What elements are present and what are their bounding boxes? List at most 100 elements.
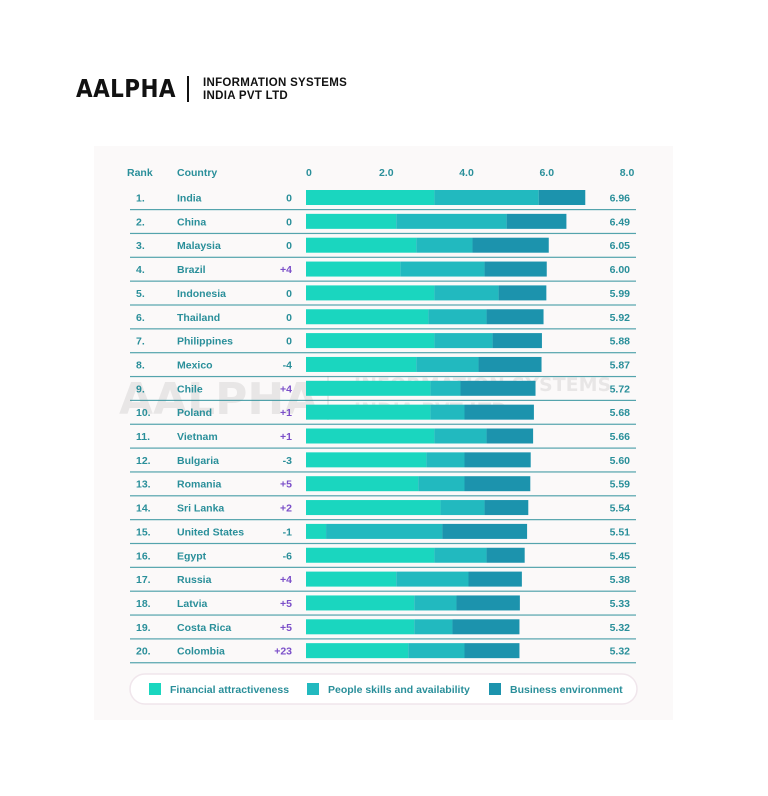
table-row: 8. Mexico -4 5.87: [130, 356, 636, 378]
bar-segment-business: [456, 595, 520, 611]
bar-segment-financial: [306, 595, 415, 611]
row-divider: [130, 471, 636, 473]
bar-segment-people: [418, 476, 465, 492]
bar-segment-people: [408, 643, 465, 659]
bar-segment-business: [468, 571, 522, 587]
total-score-label: 5.68: [610, 407, 631, 419]
rank-label: 5.: [136, 288, 145, 300]
bar-segment-people: [440, 500, 485, 516]
x-tick-label: 4.0: [459, 167, 474, 179]
bar-segment-people: [434, 285, 499, 301]
bar-segment-people: [396, 571, 469, 587]
rank-change-label: -1: [283, 526, 292, 538]
bar-segment-financial: [306, 547, 435, 563]
row-divider: [130, 566, 636, 568]
x-tick-label: 0: [306, 167, 312, 179]
rank-label: 18.: [136, 598, 151, 610]
bar-segment-financial: [306, 452, 427, 468]
bar-segment-business: [486, 309, 544, 325]
rank-label: 6.: [136, 312, 145, 324]
rank-change-label: +4: [280, 574, 292, 586]
row-divider: [130, 280, 636, 282]
bar-segment-financial: [306, 500, 441, 516]
total-score-label: 5.33: [610, 598, 631, 610]
bar-segment-financial: [306, 523, 327, 539]
country-label: India: [177, 193, 202, 205]
bar-segment-business: [484, 261, 547, 277]
total-score-label: 5.32: [610, 646, 631, 658]
rank-label: 2.: [136, 216, 145, 228]
bar-segment-financial: [306, 643, 409, 659]
logo-subtitle-line2: INDIA PVT LTD: [203, 90, 289, 102]
rank-change-label: +5: [280, 622, 292, 634]
table-row: 3. Malaysia 0 6.05: [130, 237, 636, 258]
bar-segment-financial: [306, 380, 431, 396]
bar-segment-financial: [306, 619, 415, 635]
rank-label: 14.: [136, 503, 151, 515]
total-score-label: 5.38: [610, 574, 631, 586]
table-row: 18. Latvia +5 5.33: [130, 595, 636, 616]
total-score-label: 6.49: [610, 216, 631, 228]
bar-segment-business: [442, 523, 528, 539]
country-label: Brazil: [177, 264, 206, 276]
rank-change-label: 0: [286, 240, 292, 252]
rank-change-label: +5: [280, 479, 292, 491]
bar-segment-business: [464, 452, 531, 468]
total-score-label: 5.54: [610, 503, 631, 515]
bar-segment-financial: [306, 404, 431, 420]
legend-swatch-financial: [149, 683, 161, 695]
total-score-label: 5.99: [610, 288, 631, 300]
rank-change-label: +23: [274, 646, 292, 658]
table-row: 10. Poland +1 5.68: [130, 404, 636, 425]
rank-label: 7.: [136, 336, 145, 348]
country-label: Malaysia: [177, 240, 221, 252]
logo-subtitle-line1: INFORMATION SYSTEMS: [203, 77, 348, 89]
bar-segment-financial: [306, 428, 435, 444]
chart-card: AALPHA INFORMATION SYSTEMS INDIA PVT LTD…: [94, 146, 673, 720]
table-row: 5. Indonesia 0 5.99: [130, 285, 636, 306]
bar-segment-business: [464, 404, 534, 420]
total-score-label: 5.66: [610, 431, 631, 443]
country-label: Costa Rica: [177, 622, 231, 634]
table-row: 16. Egypt -6 5.45: [130, 547, 636, 568]
table-row: 7. Philippines 0 5.88: [130, 333, 636, 354]
table-row: 17. Russia +4 5.38: [130, 571, 636, 592]
legend-swatch-business: [489, 683, 501, 695]
country-label: Egypt: [177, 550, 207, 562]
rank-change-label: +5: [280, 598, 292, 610]
bar-segment-people: [434, 333, 493, 349]
rank-change-label: 0: [286, 193, 292, 205]
row-divider: [130, 638, 636, 640]
row-divider: [130, 614, 636, 616]
bar-segment-financial: [306, 285, 435, 301]
row-divider: [130, 519, 636, 521]
rank-change-label: 0: [286, 216, 292, 228]
country-label: Mexico: [177, 359, 213, 371]
bar-segment-financial: [306, 261, 401, 277]
bar-segment-financial: [306, 213, 397, 229]
table-row: 14. Sri Lanka +2 5.54: [130, 500, 636, 521]
row-divider: [130, 590, 636, 592]
total-score-label: 5.32: [610, 622, 631, 634]
ranking-chart: AALPHA INFORMATION SYSTEMS INDIA PVT LTD…: [119, 167, 638, 705]
bar-segment-people: [414, 595, 457, 611]
bar-segment-business: [486, 428, 534, 444]
bar-segment-business: [452, 619, 520, 635]
bar-segment-business: [464, 476, 531, 492]
row-divider: [130, 447, 636, 449]
bar-segment-business: [538, 190, 586, 205]
bar-segment-business: [464, 643, 520, 659]
total-score-label: 5.45: [610, 550, 631, 562]
total-score-label: 5.92: [610, 312, 631, 324]
total-score-label: 5.59: [610, 479, 631, 491]
table-row: 4. Brazil +4 6.00: [130, 261, 636, 282]
watermark-divider: [327, 376, 329, 420]
rank-label: 10.: [136, 407, 151, 419]
rank-label: 16.: [136, 550, 151, 562]
row-divider: [130, 209, 636, 211]
table-row: 20. Colombia +23 5.32: [130, 643, 636, 664]
rank-change-label: -4: [283, 359, 292, 371]
rank-label: 20.: [136, 646, 151, 658]
table-row: 9. Chile +4 5.72: [130, 380, 636, 401]
rank-change-label: 0: [286, 336, 292, 348]
